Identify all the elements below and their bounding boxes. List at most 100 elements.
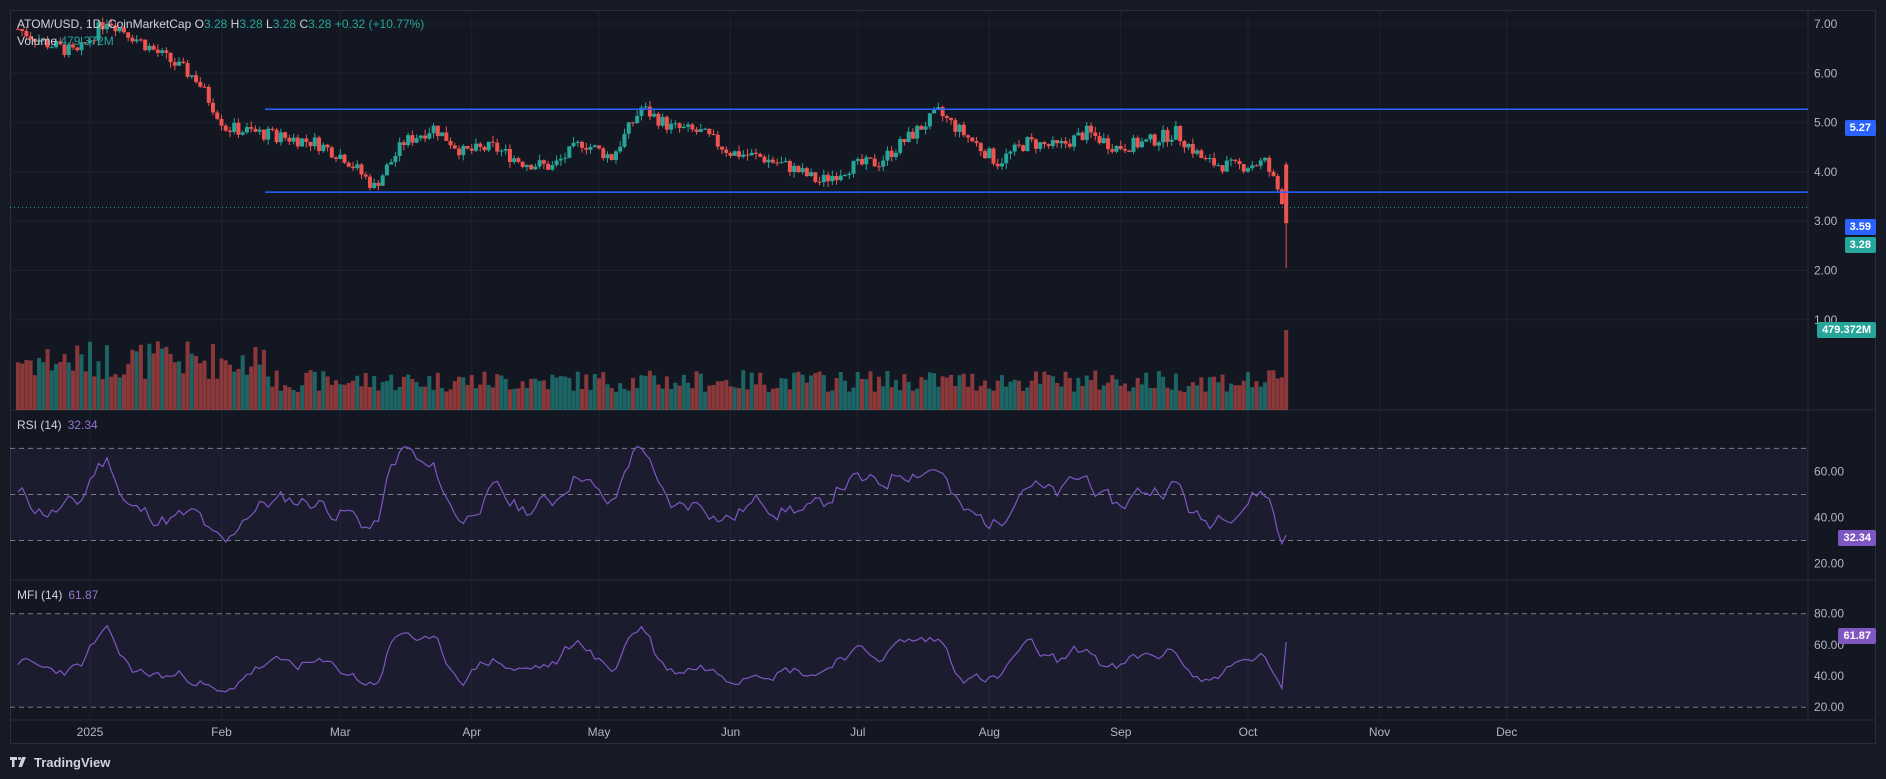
candle-body xyxy=(1212,158,1217,166)
candle-body xyxy=(1246,168,1250,172)
candle-body xyxy=(817,181,822,183)
volume-bar xyxy=(1050,376,1055,410)
volume-bar xyxy=(749,372,754,410)
candle-body xyxy=(927,113,932,127)
tradingview-footer[interactable]: TradingView xyxy=(10,752,110,772)
candle-body xyxy=(495,142,500,152)
volume-bar xyxy=(270,386,275,410)
candle-body xyxy=(1093,132,1098,136)
volume-bar xyxy=(206,378,211,410)
candle-body xyxy=(910,131,915,139)
volume-bar xyxy=(1114,379,1119,410)
volume-bar xyxy=(983,380,988,410)
candle-body xyxy=(172,62,177,66)
volume-bar xyxy=(847,391,852,410)
volume-bar xyxy=(312,371,317,410)
y-tick-label: 6.00 xyxy=(1814,66,1838,80)
volume-bar xyxy=(554,377,559,410)
volume-bar xyxy=(372,375,377,410)
candle-body xyxy=(724,149,729,153)
rsi-label: RSI (14) xyxy=(17,418,62,432)
candle-body xyxy=(1267,157,1272,172)
candle-body xyxy=(54,41,59,48)
volume-bar xyxy=(104,345,109,410)
volume-bar xyxy=(652,375,657,410)
volume-bar xyxy=(1212,376,1217,410)
candle-body xyxy=(953,120,958,132)
volume-bar xyxy=(236,368,241,410)
candle-body xyxy=(1089,125,1094,133)
volume-bar xyxy=(813,372,818,410)
candle-body xyxy=(444,132,449,141)
candle-body xyxy=(482,146,487,151)
candle-body xyxy=(138,39,143,41)
volume-bar xyxy=(1059,386,1064,410)
last-price-tag: 3.28 xyxy=(1844,237,1876,253)
volume-bar xyxy=(694,371,699,410)
candle-body xyxy=(749,152,754,156)
volume-bar xyxy=(295,391,300,410)
volume-bar xyxy=(138,344,143,410)
volume-bar xyxy=(1148,387,1153,410)
candle-body xyxy=(770,159,775,163)
volume-bar xyxy=(1258,386,1263,410)
candle-body xyxy=(1118,145,1123,150)
x-tick-label: Feb xyxy=(211,725,232,739)
volume-bar xyxy=(117,377,122,410)
candle-body xyxy=(478,143,483,147)
volume-bar xyxy=(490,387,495,410)
candle-body xyxy=(71,44,76,48)
volume-bar xyxy=(881,386,886,410)
volume-bars xyxy=(15,330,1289,410)
candle-body xyxy=(1275,175,1280,190)
volume-bar xyxy=(643,375,648,410)
symbol-label[interactable]: ATOM/USD, 1D, CoinMarketCap xyxy=(17,17,192,31)
y-tick-label: 2.00 xyxy=(1814,264,1838,278)
volume-bar xyxy=(66,362,71,410)
candle-body xyxy=(346,162,351,167)
candle-body xyxy=(834,175,839,181)
candle-body xyxy=(995,163,1000,167)
mfi-pane xyxy=(10,613,1808,708)
candle-body xyxy=(384,164,389,176)
volume-bar xyxy=(978,385,983,410)
volume-bar xyxy=(762,384,767,410)
volume-bar xyxy=(401,376,406,410)
candle-body xyxy=(643,106,648,108)
volume-bar xyxy=(919,377,924,410)
x-tick-label: 2025 xyxy=(77,725,104,739)
volume-bar xyxy=(435,372,440,410)
volume-bar xyxy=(278,390,283,410)
candle-body xyxy=(902,139,907,143)
candle-body xyxy=(126,32,131,38)
volume-bar xyxy=(355,375,360,410)
mfi-title[interactable]: MFI (14) 61.87 xyxy=(17,588,98,602)
volume-label[interactable]: Volume xyxy=(17,34,58,48)
volume-bar xyxy=(291,389,296,410)
candle-body xyxy=(860,158,864,165)
volume-bar xyxy=(202,360,207,410)
volume-bar xyxy=(198,363,203,410)
volume-bar xyxy=(677,385,682,410)
volume-bar xyxy=(601,372,606,410)
low-value: 3.28 xyxy=(272,17,297,31)
candle-body xyxy=(389,162,394,165)
candle-body xyxy=(1101,138,1106,144)
candle-body xyxy=(999,163,1004,167)
candle-body xyxy=(1220,165,1225,172)
candle-body xyxy=(448,140,453,146)
candle-body xyxy=(758,153,763,157)
volume-bar xyxy=(826,391,831,410)
volume-bar xyxy=(15,362,20,410)
volume-bar xyxy=(266,376,271,410)
candle-body xyxy=(821,174,826,183)
candle-body xyxy=(855,158,860,161)
candle-body xyxy=(732,151,737,156)
volume-bar xyxy=(669,389,674,410)
candle-body xyxy=(227,130,232,132)
volume-bar xyxy=(1207,377,1212,410)
rsi-title[interactable]: RSI (14) 32.34 xyxy=(17,418,98,432)
candle-body xyxy=(1067,143,1072,147)
volume-bar xyxy=(338,384,343,410)
